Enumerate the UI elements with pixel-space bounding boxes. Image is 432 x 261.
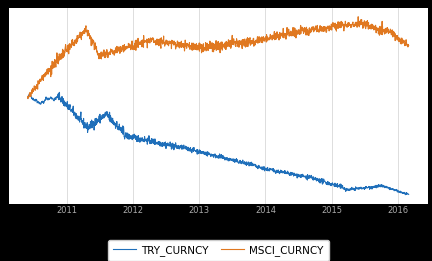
Line: TRY_CURNCY: TRY_CURNCY — [28, 92, 409, 195]
Line: MSCI_CURNCY: MSCI_CURNCY — [28, 17, 409, 99]
Legend: TRY_CURNCY, MSCI_CURNCY: TRY_CURNCY, MSCI_CURNCY — [108, 240, 329, 261]
